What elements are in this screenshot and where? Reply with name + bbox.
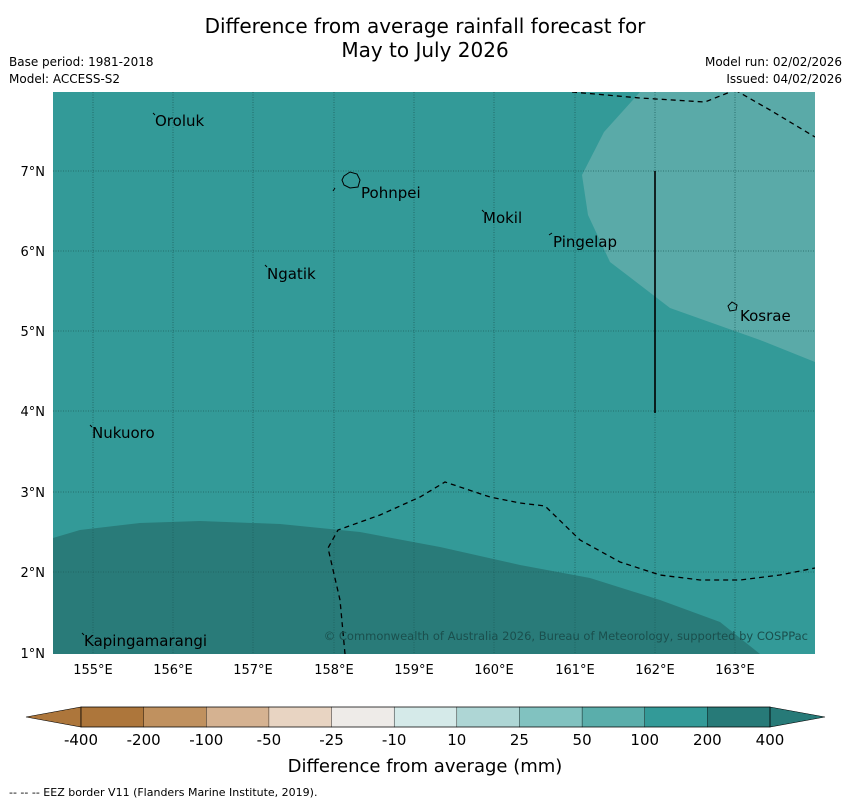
eez-borders: [327, 92, 815, 654]
colorbar-tick-label: -400: [64, 731, 98, 749]
lat-label: 1°N: [21, 647, 46, 662]
lon-label: 163°E: [715, 663, 755, 678]
lon-label: 160°E: [474, 663, 514, 678]
colorbar-tick-label: -25: [319, 731, 344, 749]
lat-label: 5°N: [21, 325, 46, 340]
colorbar-swatch: [331, 706, 395, 728]
lon-label: 161°E: [555, 663, 595, 678]
colorbar-tick-labels: -400 -200 -100 -50 -25 -10 10 25 50 100 200 400: [64, 731, 784, 749]
colorbar-tick-label: 50: [573, 731, 592, 749]
colorbar-tick-label: -200: [127, 731, 161, 749]
lon-label: 155°E: [73, 663, 113, 678]
place-kosrae: Kosrae: [740, 307, 791, 325]
colorbar-swatch: [644, 706, 708, 728]
colorbar-tick-label: 400: [756, 731, 785, 749]
lat-label: 2°N: [21, 566, 46, 581]
place-labels: Oroluk Pohnpei Mokil Pingelap Ngatik Kos…: [84, 112, 791, 650]
colorbar-title: Difference from average (mm): [288, 756, 563, 777]
dark-anomaly-region: [53, 521, 760, 654]
colorbar-arrow-low: [25, 706, 82, 728]
map-area: Oroluk Pohnpei Mokil Pingelap Ngatik Kos…: [53, 92, 815, 654]
colorbar-tick-label: 25: [510, 731, 529, 749]
eez-footnote: -- -- -- EEZ border V11 (Flanders Marine…: [9, 786, 318, 799]
oroluk-mark: [152, 112, 156, 116]
kapingamarangi-mark: [81, 632, 85, 636]
pohnpei-outer-reef: [332, 187, 336, 192]
nukuoro-mark: [89, 424, 93, 428]
kosrae-outline: [727, 301, 738, 312]
place-pohnpei: Pohnpei: [361, 184, 421, 202]
colorbar-swatch: [519, 706, 583, 728]
lon-label: 159°E: [394, 663, 434, 678]
colorbar-tick-label: -50: [257, 731, 282, 749]
mokil-mark: [481, 209, 485, 213]
colorbar-swatch: [206, 706, 270, 728]
lon-label: 156°E: [153, 663, 193, 678]
place-kapingamarangi: Kapingamarangi: [84, 632, 207, 650]
place-oroluk: Oroluk: [155, 112, 204, 130]
colorbar-swatch: [143, 706, 207, 728]
colorbar-tick-label: -100: [189, 731, 223, 749]
lat-label: 4°N: [21, 405, 46, 420]
ngatik-mark: [264, 264, 268, 268]
colorbar-tick-label: 10: [447, 731, 466, 749]
issued-date: Issued: 04/02/2026: [726, 72, 842, 86]
latitude-labels: 7°N 6°N 5°N 4°N 3°N 2°N 1°N: [21, 165, 46, 662]
model-name: Model: ACCESS-S2: [9, 72, 121, 86]
colorbar-swatch: [80, 706, 145, 728]
colorbar: -400 -200 -100 -50 -25 -10 10 25 50 100 200 400 Dif…: [25, 706, 826, 777]
pohnpei-outline: [341, 171, 361, 189]
longitude-labels: 155°E 156°E 157°E 158°E 159°E 160°E 161°…: [73, 663, 755, 678]
colorbar-swatch: [456, 706, 520, 728]
chart-title-line1: Difference from average rainfall forecas…: [204, 14, 646, 38]
colorbar-swatches: [80, 706, 771, 728]
colorbar-swatch: [707, 706, 771, 728]
lat-label: 7°N: [21, 165, 46, 180]
model-run: Model run: 02/02/2026: [704, 55, 842, 69]
pingelap-mark: [548, 232, 553, 236]
lon-label: 158°E: [314, 663, 354, 678]
light-anomaly-region: [582, 92, 815, 362]
base-period: Base period: 1981-2018: [9, 55, 154, 69]
place-pingelap: Pingelap: [553, 233, 617, 251]
lat-label: 3°N: [21, 486, 46, 501]
colorbar-tick-label: 200: [693, 731, 722, 749]
colorbar-arrow-high: [769, 706, 826, 728]
colorbar-swatch: [268, 706, 333, 728]
chart-title-line2: May to July 2026: [341, 38, 509, 62]
lon-label: 157°E: [233, 663, 273, 678]
lon-label: 162°E: [635, 663, 675, 678]
colorbar-swatch: [581, 706, 646, 728]
lat-label: 6°N: [21, 245, 46, 260]
place-nukuoro: Nukuoro: [92, 424, 155, 442]
island-outlines: [81, 112, 738, 636]
place-ngatik: Ngatik: [267, 265, 316, 283]
colorbar-tick-label: 100: [630, 731, 659, 749]
copyright-text: © Commonwealth of Australia 2026, Bureau…: [324, 629, 808, 643]
place-mokil: Mokil: [483, 209, 522, 227]
colorbar-swatch: [393, 706, 458, 728]
colorbar-tick-label: -10: [382, 731, 407, 749]
